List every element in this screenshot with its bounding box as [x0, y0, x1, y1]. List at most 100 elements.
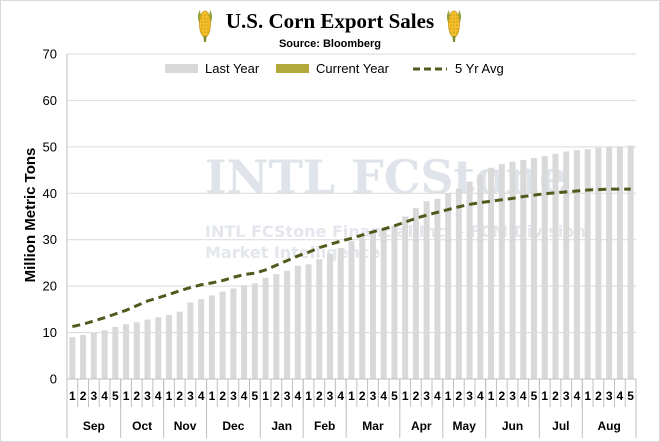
corn-kernel-shape — [449, 20, 453, 24]
bar-last-year — [563, 151, 570, 379]
x-tick-label-week: 2 — [359, 389, 366, 403]
bar-last-year — [616, 146, 623, 379]
legend-swatch-last-year — [165, 64, 198, 73]
x-tick-label-week: 2 — [133, 389, 140, 403]
corn-kernel-shape — [200, 24, 204, 27]
bar-last-year — [369, 232, 376, 379]
y-tick-labels: 0 10 20 30 40 50 60 70 — [43, 47, 57, 387]
x-tick-label-week: 2 — [176, 389, 183, 403]
bar-last-year — [552, 153, 559, 379]
corn-kernel-shape — [200, 20, 204, 24]
corn-kernel-shape — [455, 20, 459, 24]
y-axis-label: Million Metric Tons — [22, 148, 39, 283]
corn-kernel-shape — [200, 17, 204, 20]
bar-last-year — [273, 274, 280, 379]
corn-kernel-shape — [206, 31, 210, 34]
watermark-line2: Market Intelligence — [205, 243, 380, 262]
corn-stem-shape — [452, 36, 456, 42]
x-tick-label-week: 3 — [563, 389, 570, 403]
series-line-5yr-avg — [72, 187, 631, 329]
x-tick-label-month: Mar — [362, 419, 384, 433]
legend-label-last-year: Last Year — [205, 61, 260, 76]
corn-kernel-shape — [203, 31, 207, 34]
x-tick-label-week: 5 — [252, 389, 259, 403]
x-tick-label-month: Jul — [552, 419, 569, 433]
bar-last-year — [455, 188, 462, 379]
bar-last-year — [627, 145, 634, 379]
x-tick-label-week: 3 — [90, 389, 97, 403]
bar-last-year — [176, 311, 183, 379]
x-tick-label-week: 1 — [123, 389, 130, 403]
x-tick-label-week: 3 — [230, 389, 237, 403]
corn-stem-shape — [203, 36, 207, 42]
corn-kernel-shape — [200, 13, 204, 17]
bar-last-year — [251, 283, 258, 379]
x-tick-label-week: 4 — [294, 389, 301, 403]
bar-last-year — [509, 161, 516, 379]
corn-kernel-shape — [200, 27, 204, 31]
bar-last-year — [133, 322, 140, 379]
bar-last-year — [606, 146, 613, 379]
bar-last-year — [391, 225, 398, 379]
corn-icon — [197, 10, 213, 42]
x-tick-label-month: Jun — [502, 419, 523, 433]
chart-legend: Last Year Current Year 5 Yr Avg — [165, 61, 504, 76]
x-tick-label-week: 2 — [498, 389, 505, 403]
bar-last-year — [198, 299, 205, 379]
legend-label-current-year: Current Year — [316, 61, 390, 76]
bar-last-year — [241, 285, 248, 379]
bar-last-year — [573, 150, 580, 379]
x-tick-label-week: 1 — [488, 389, 495, 403]
y-tick-label: 30 — [43, 232, 57, 247]
corn-kernel-shape — [455, 13, 459, 17]
x-tick-label-week: 3 — [284, 389, 291, 403]
x-tick-label-week: 3 — [466, 389, 473, 403]
bar-last-year — [584, 149, 591, 379]
y-tick-label: 20 — [43, 279, 57, 294]
bar-last-year — [80, 334, 87, 379]
corn-kernel-shape — [452, 13, 456, 17]
x-tick-label-week: 4 — [155, 389, 162, 403]
x-tick-label-month: Jan — [271, 419, 292, 433]
x-tick-label-week: 4 — [434, 389, 441, 403]
bar-last-year — [348, 241, 355, 379]
corn-kernel-shape — [452, 24, 456, 27]
legend-label-5yr-avg: 5 Yr Avg — [455, 61, 504, 76]
corn-kernel-shape — [206, 13, 210, 17]
y-tick-label: 0 — [50, 372, 57, 387]
bar-last-year — [423, 201, 430, 379]
x-tick-label-month: May — [453, 419, 477, 433]
bar-last-year — [208, 295, 215, 379]
x-tick-label-week: 2 — [80, 389, 87, 403]
corn-kernel-shape — [203, 13, 207, 17]
bar-last-year — [294, 265, 301, 379]
bar-last-year — [112, 327, 119, 379]
x-tick-label-week: 5 — [391, 389, 398, 403]
bar-last-year — [219, 291, 226, 379]
corn-kernel-shape — [449, 24, 453, 27]
x-tick-label-week: 4 — [198, 389, 205, 403]
line-5yr-avg — [72, 187, 631, 329]
x-tick-label-week: 3 — [144, 389, 151, 403]
x-tick-label-week: 1 — [69, 389, 76, 403]
y-tick-label: 60 — [43, 93, 57, 108]
y-tick-label: 40 — [43, 186, 57, 201]
x-tick-label-week: 1 — [445, 389, 452, 403]
bar-last-year — [520, 159, 527, 379]
bar-last-year — [101, 330, 108, 379]
corn-kernel-shape — [455, 17, 459, 20]
x-tick-label-week: 1 — [209, 389, 216, 403]
x-tick-label-week: 5 — [112, 389, 119, 403]
x-tick-label-week: 3 — [423, 389, 430, 403]
x-tick-label-week: 1 — [402, 389, 409, 403]
x-tick-label-week: 3 — [509, 389, 516, 403]
corn-kernel-shape — [452, 31, 456, 34]
bar-last-year — [466, 181, 473, 379]
x-tick-label-week: 1 — [166, 389, 173, 403]
x-tick-label-week: 1 — [262, 389, 269, 403]
corn-kernel-shape — [449, 13, 453, 17]
x-tick-label-month: Sep — [83, 419, 105, 433]
x-tick-label-week: 1 — [541, 389, 548, 403]
corn-kernel-shape — [203, 17, 207, 20]
corn-kernel-shape — [455, 27, 459, 31]
